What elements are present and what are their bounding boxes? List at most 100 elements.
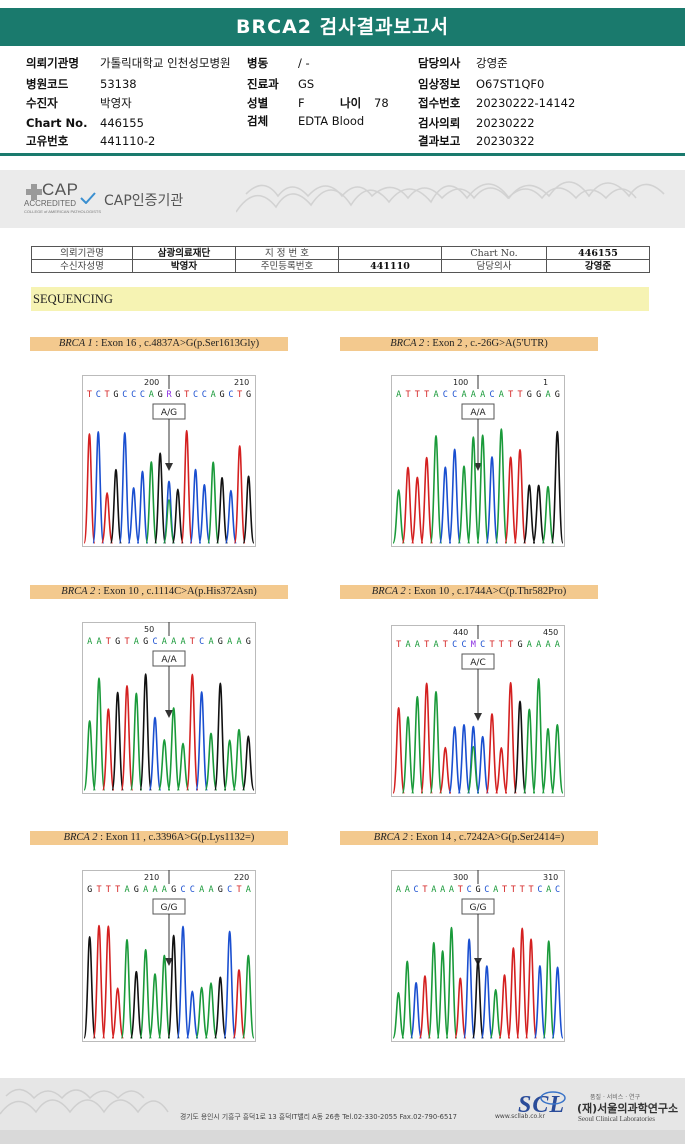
base-letter: T	[499, 640, 504, 650]
peak	[513, 448, 527, 544]
peak	[494, 747, 508, 794]
peak	[522, 484, 536, 544]
base-letter: G	[218, 637, 223, 647]
base-letter: A	[499, 390, 504, 400]
base-letter: T	[237, 390, 242, 400]
genotype-call: G/G	[161, 903, 178, 913]
peak	[120, 684, 134, 791]
base-letter: A	[227, 637, 232, 647]
base-letter: T	[96, 885, 101, 895]
base-letter: A	[143, 885, 148, 895]
peak	[504, 456, 518, 544]
base-letter: C	[152, 637, 157, 647]
base-letter: C	[414, 885, 419, 895]
peak	[516, 927, 529, 1039]
table-cell-label: 수신자성명	[31, 259, 133, 273]
base-letter: C	[452, 390, 457, 400]
header-value: GS	[298, 77, 315, 91]
base-letter: T	[415, 390, 420, 400]
base-letter: C	[537, 885, 542, 895]
peak	[145, 461, 158, 544]
peak	[436, 950, 449, 1039]
peak	[533, 965, 546, 1039]
position-number: 210	[144, 873, 159, 882]
base-letter: A	[545, 390, 550, 400]
genotype-call: G/G	[470, 903, 487, 913]
base-letter: G	[218, 885, 223, 895]
base-letter: A	[396, 390, 401, 400]
base-letter: A	[208, 885, 213, 895]
peak	[392, 707, 406, 794]
genotype-call: A/A	[161, 655, 177, 665]
panel-title: BRCA 2 : Exon 10 , c.1744A>C(p.Thr582Pro…	[340, 585, 598, 599]
peak	[410, 695, 424, 794]
peak	[111, 987, 125, 1039]
table-cell-label: Chart No.	[441, 246, 547, 260]
header-value: F	[298, 96, 305, 110]
peak	[498, 974, 511, 1039]
base-letter: T	[106, 637, 111, 647]
base-letter: G	[87, 885, 92, 895]
peak	[92, 677, 106, 791]
peak	[418, 975, 432, 1039]
peak	[127, 487, 140, 544]
peak	[420, 682, 434, 794]
checkmark-icon	[80, 192, 96, 204]
base-letter: A	[149, 390, 154, 400]
peak	[213, 976, 227, 1039]
base-letter: C	[199, 637, 204, 647]
peak	[83, 433, 96, 544]
base-letter: G	[143, 637, 148, 647]
base-letter: C	[228, 390, 233, 400]
panel-title: BRCA 2 : Exon 11 , c.3396A>G(p.Lys1132=)	[30, 831, 288, 845]
footer-address: 경기도 용인시 기흥구 흥덕1로 13 흥덕IT밸리 A동 26층 Tel.02…	[180, 1113, 457, 1121]
base-letter: T	[422, 885, 427, 895]
peak	[532, 484, 546, 544]
header-label: 의뢰기관명	[26, 56, 79, 70]
base-letter: C	[193, 390, 198, 400]
header-value: 박영자	[100, 96, 132, 110]
peak	[242, 475, 255, 544]
header-label: 담당의사	[418, 56, 461, 70]
peak	[157, 954, 171, 1039]
arrow-head	[474, 463, 482, 471]
peak	[83, 720, 97, 791]
base-letter: A	[493, 885, 498, 895]
base-letter: A	[405, 885, 410, 895]
header-label: 진료과	[247, 77, 279, 91]
base-letter: T	[87, 390, 92, 400]
peak	[129, 970, 143, 1039]
base-letter: A	[480, 390, 485, 400]
peak	[204, 732, 218, 791]
peak	[204, 982, 218, 1039]
base-letter: C	[484, 885, 489, 895]
base-letter: T	[443, 640, 448, 650]
arrow-head	[165, 710, 173, 718]
base-letter: T	[115, 885, 120, 895]
cap-college: COLLEGE of AMERICAN PATHOLOGISTS	[24, 209, 101, 214]
base-letter: R	[166, 390, 172, 400]
cap-accredited: ACCREDITED	[24, 199, 77, 208]
base-letter: A	[555, 640, 560, 650]
base-letter: M	[471, 640, 476, 650]
peak	[420, 456, 434, 544]
peak	[136, 470, 149, 544]
header-value: 446155	[100, 116, 144, 130]
base-letter: C	[180, 885, 185, 895]
peak	[101, 492, 114, 544]
base-letter: G	[517, 640, 522, 650]
table-cell-value: 446155	[546, 246, 650, 260]
peak	[466, 436, 480, 544]
base-letter: G	[171, 885, 176, 895]
base-letter: T	[458, 885, 463, 895]
peak	[176, 925, 190, 1039]
table-cell-label: 의뢰기관명	[31, 246, 133, 260]
decorative-cloud-pattern	[236, 181, 665, 213]
cap-certified-label: CAP인증기관	[104, 193, 184, 209]
chromatogram-trace: 50A A T G T A G C A A A T C A G A A GA/A	[82, 622, 256, 794]
base-letter: A	[246, 885, 251, 895]
patient-info-table: 의뢰기관명 삼광의료재단 지 정 번 호 Chart No. 446155 수신…	[31, 246, 650, 273]
peak	[524, 938, 538, 1039]
peak	[171, 488, 184, 544]
